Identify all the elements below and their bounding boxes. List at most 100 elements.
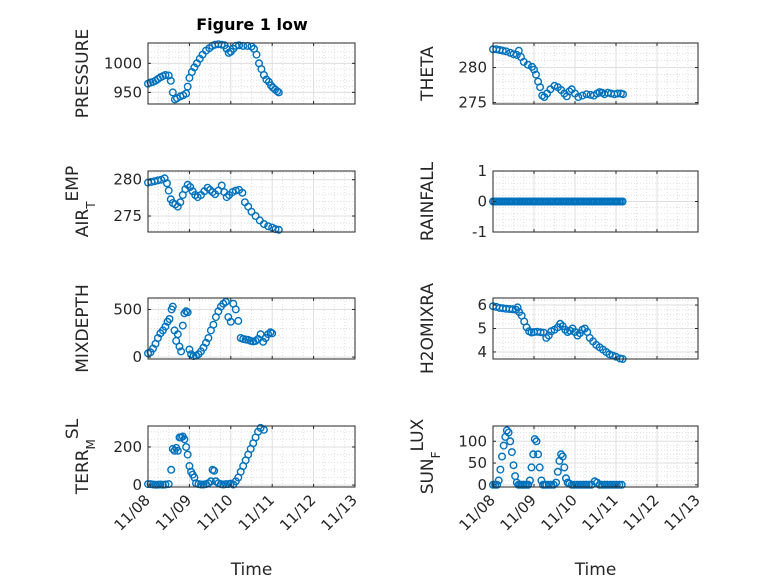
data-point <box>560 463 569 472</box>
axes-box <box>147 425 356 488</box>
y-tick-label: 275 <box>458 94 487 112</box>
data-point <box>512 50 521 59</box>
data-point <box>544 480 553 489</box>
data-point <box>183 82 192 91</box>
data-point <box>168 88 177 97</box>
data-markers <box>489 45 628 101</box>
x-tick-label: 11/13 <box>318 491 361 534</box>
data-markers <box>143 174 283 234</box>
data-point <box>612 480 621 489</box>
y-tick-label: 200 <box>113 438 142 456</box>
y-tick-label: 280 <box>458 59 487 77</box>
subplot-mixdepth: 0 500 MIXDEPTH <box>73 284 356 373</box>
data-point <box>175 342 184 351</box>
major-grid <box>148 298 355 359</box>
y-tick-label: 6 <box>477 296 487 314</box>
data-point <box>176 198 185 207</box>
data-point <box>612 352 621 361</box>
data-point <box>578 91 587 100</box>
major-grid <box>148 171 355 232</box>
data-point <box>577 480 586 489</box>
y-tick-label: 0 <box>132 348 142 366</box>
data-point <box>161 70 170 79</box>
data-point <box>506 437 515 446</box>
data-point <box>504 428 513 437</box>
data-point <box>173 446 182 455</box>
axes-box <box>147 170 356 233</box>
y-axis-label: SUNFLUX <box>408 418 443 494</box>
data-point <box>259 219 268 228</box>
data-point <box>182 443 191 452</box>
data-point <box>544 331 553 340</box>
data-point <box>523 60 532 69</box>
figure-title: Figure 1 low <box>196 15 308 34</box>
data-point <box>547 480 556 489</box>
data-point <box>549 480 558 489</box>
y-tick-label: 275 <box>113 207 142 225</box>
data-point <box>553 467 562 476</box>
data-point <box>164 186 173 195</box>
data-point <box>183 308 192 317</box>
data-markers <box>143 297 277 361</box>
data-point <box>256 330 265 339</box>
y-axis-label: AIRTEMP <box>63 166 98 237</box>
data-point <box>204 334 213 343</box>
x-axis-label: Time <box>230 560 273 580</box>
x-tick-label: 11/10 <box>538 491 581 534</box>
subplot-air_temp: 275 280 AIRTEMP <box>63 166 356 237</box>
data-point <box>619 90 628 99</box>
axes-box <box>147 297 356 360</box>
data-point <box>151 480 160 489</box>
data-point <box>177 347 186 356</box>
data-point <box>552 478 561 487</box>
data-point <box>206 477 215 486</box>
data-point <box>498 452 507 461</box>
data-point <box>575 480 584 489</box>
x-tick-label: 11/09 <box>152 491 195 534</box>
data-point <box>247 207 256 216</box>
x-tick-label: 11/10 <box>193 491 236 534</box>
data-point <box>235 41 244 50</box>
data-point <box>617 480 626 489</box>
axes-box <box>492 425 699 488</box>
x-tick-label: 11/08 <box>111 491 154 534</box>
minor-grid <box>493 43 698 104</box>
subplot-rainfall: -1 0 1 RAINFALL <box>418 161 699 241</box>
data-point <box>508 305 517 314</box>
data-point <box>525 476 534 485</box>
data-point <box>165 315 174 324</box>
y-axis-label: THETA <box>418 46 438 102</box>
data-markers <box>489 197 627 206</box>
data-point <box>251 211 260 220</box>
subplot-h2omixra: 4 5 6 H2OMIXRA <box>418 283 699 374</box>
data-point <box>185 345 194 354</box>
y-tick-label: 100 <box>458 432 487 450</box>
data-point <box>273 87 282 96</box>
data-point <box>532 70 541 79</box>
minor-grid <box>148 298 355 359</box>
y-axis-label: RAINFALL <box>418 161 438 241</box>
y-axis-label: PRESSURE <box>73 29 93 118</box>
minor-grid <box>493 426 698 487</box>
y-tick-label: 280 <box>113 171 142 189</box>
data-point <box>582 480 591 489</box>
data-point <box>180 309 189 318</box>
data-point <box>180 435 189 444</box>
y-axis-label: H2OMIXRA <box>418 283 438 374</box>
data-point <box>582 90 591 99</box>
data-point <box>173 330 182 339</box>
x-tick-label: 11/09 <box>497 491 540 534</box>
x-tick-label: 11/11 <box>235 491 278 534</box>
data-point <box>535 463 544 472</box>
y-tick-label: 5 <box>477 320 487 338</box>
data-point <box>268 329 277 338</box>
y-tick-label: -1 <box>472 223 487 241</box>
subplot-theta: 275 280 THETA <box>418 42 699 112</box>
data-point <box>542 333 551 342</box>
data-point <box>610 480 619 489</box>
x-tick-label: 11/11 <box>579 491 622 534</box>
x-axis-label: Time <box>574 560 617 580</box>
data-point <box>496 465 505 474</box>
subplot-pressure: 950 1000 PRESSURE <box>73 29 356 118</box>
